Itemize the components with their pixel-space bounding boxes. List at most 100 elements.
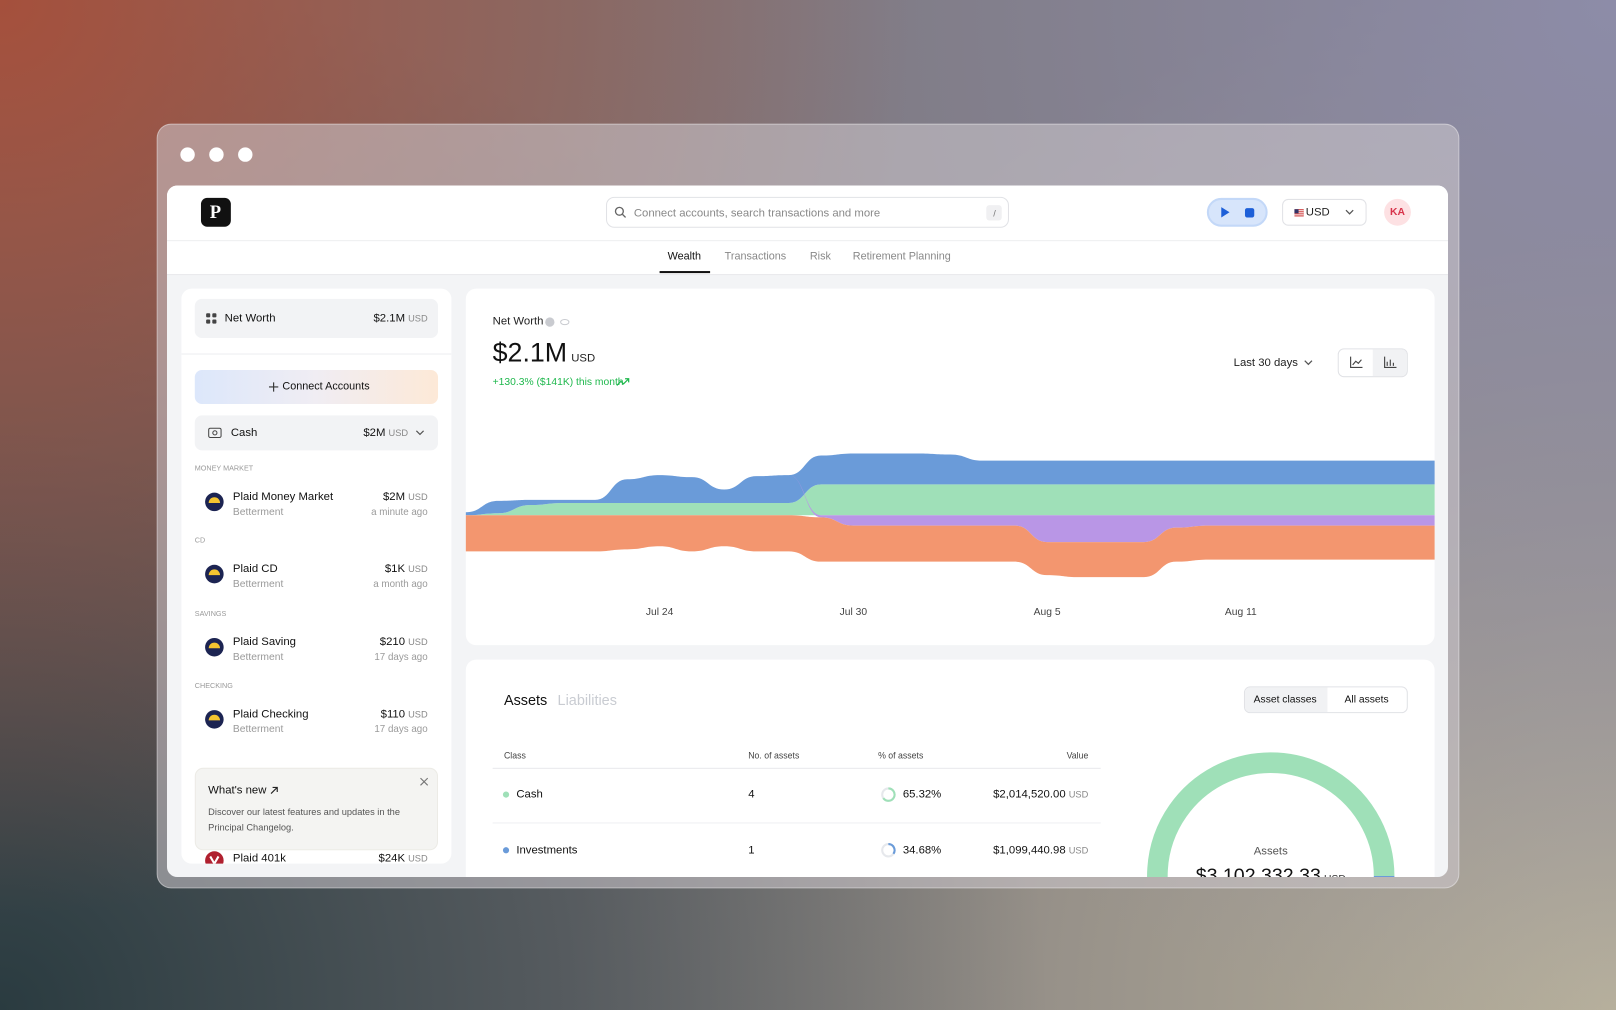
amount: $2.1M <box>492 337 568 368</box>
tab[interactable]: Wealth <box>667 250 702 263</box>
ring-value <box>882 787 896 802</box>
account-updated: a minute ago <box>371 506 428 518</box>
account-name: Plaid 401k <box>232 852 286 865</box>
view-option[interactable]: All assets <box>1344 694 1389 706</box>
area <box>465 475 1435 543</box>
cash-icon <box>208 427 222 439</box>
x-tick-label: Jul 30 <box>840 607 868 618</box>
asset-share: 65.32% <box>902 788 942 801</box>
search-icon <box>614 206 627 218</box>
tab[interactable]: Risk <box>809 250 831 263</box>
class-dot <box>502 791 510 798</box>
account-institution: Betterment <box>232 723 284 736</box>
tab-underline <box>659 271 711 274</box>
class-name[interactable]: Cash <box>516 788 543 801</box>
plus-icon <box>268 382 279 392</box>
avatar[interactable] <box>1384 198 1411 226</box>
unit: USD <box>408 636 428 647</box>
shortcut-text: / <box>993 208 996 219</box>
shortcut-key <box>986 205 1002 221</box>
asset-value: $2,014,520.00 USD <box>993 788 1088 800</box>
connect-button[interactable] <box>194 369 439 404</box>
share-ring <box>881 787 896 802</box>
cash-row[interactable] <box>194 415 439 451</box>
search-box[interactable] <box>605 196 1009 228</box>
toggle-active[interactable] <box>1244 687 1328 713</box>
account-icon <box>205 709 224 729</box>
x-tick-label: Jul 24 <box>646 607 674 618</box>
view-option[interactable]: Asset classes <box>1253 694 1317 706</box>
assets-title[interactable]: Assets <box>503 691 548 709</box>
tab[interactable]: Retirement Planning <box>852 250 951 263</box>
tab[interactable]: Transactions <box>724 250 787 263</box>
connect-label: Connect Accounts <box>282 380 370 393</box>
net-worth-value: $2.1M USD <box>493 337 596 369</box>
window-dot <box>209 147 224 162</box>
flag-icon <box>1294 209 1304 217</box>
x-tick-label: Aug 11 <box>1225 607 1257 618</box>
logo-text: P <box>209 201 222 223</box>
table-divider <box>492 767 1101 769</box>
period-select[interactable]: Last 30 days <box>1233 356 1298 369</box>
amount: $24K <box>378 852 406 865</box>
change-label: +130.3% ($141K) this month <box>492 376 624 389</box>
close-icon[interactable] <box>420 777 429 786</box>
cash-value: $2M USD <box>363 427 408 439</box>
class-name[interactable]: Investments <box>516 843 578 856</box>
play-icon[interactable] <box>1220 207 1230 218</box>
area-chart-icon[interactable] <box>1384 356 1397 368</box>
column-header: Class <box>503 750 526 761</box>
column-header: Value <box>1066 750 1089 761</box>
net-worth-row[interactable] <box>194 298 439 339</box>
unit: USD <box>408 313 428 324</box>
account-amount: $24K USD <box>378 852 428 865</box>
liabilities-title[interactable]: Liabilities <box>557 691 617 709</box>
net-worth-label: Net Worth <box>224 312 276 325</box>
account-updated: 17 days ago <box>374 651 428 663</box>
net-worth-chart: Jul 24 Jul 30 Aug 5 Aug 11 <box>465 453 1435 618</box>
unit: USD <box>1068 844 1089 855</box>
icon-mark <box>208 497 221 503</box>
whats-new-card <box>194 767 439 851</box>
account-name[interactable]: Plaid Saving <box>232 635 296 648</box>
table-divider <box>492 822 1101 824</box>
asset-share: 34.68% <box>902 843 942 856</box>
net-worth-value: $2.1M USD <box>374 312 428 324</box>
chevron <box>1304 360 1313 366</box>
class-dot <box>502 846 510 853</box>
amount: $210 <box>379 635 406 648</box>
amount: $110 <box>380 707 406 721</box>
account-institution: Betterment <box>232 578 284 591</box>
amount: $3,102,332.33 <box>1195 865 1321 888</box>
account-name[interactable]: Plaid Money Market <box>232 490 334 503</box>
area <box>465 515 1435 578</box>
unit: USD <box>408 853 428 864</box>
whats-new-title[interactable]: What's new <box>208 784 267 797</box>
header-divider <box>166 240 1449 242</box>
account-name[interactable]: Plaid Checking <box>232 707 309 721</box>
stop-icon[interactable] <box>1244 208 1255 218</box>
line-chart-icon[interactable] <box>1350 356 1363 368</box>
info-icon[interactable] <box>545 317 570 327</box>
area <box>465 484 1435 516</box>
column-header: % of assets <box>878 750 924 761</box>
account-amount: $1K USD <box>385 563 428 575</box>
donut-total: $3,102,332.33USD <box>1195 865 1346 888</box>
asset-count: 4 <box>748 788 755 801</box>
search-placeholder: Connect accounts, search transactions an… <box>633 207 881 220</box>
avatar-text: KA <box>1390 206 1405 218</box>
currency-select[interactable] <box>1282 198 1367 226</box>
icon-mark <box>208 714 221 721</box>
icon-mark <box>208 642 221 648</box>
logo[interactable] <box>200 197 231 227</box>
donut-segment <box>1200 875 1395 878</box>
account-name[interactable]: Plaid CD <box>232 563 278 576</box>
player-controls[interactable] <box>1206 197 1268 227</box>
donut-segment <box>1147 752 1395 878</box>
amount: $2.1M <box>373 312 406 325</box>
view-toggle <box>1243 686 1408 714</box>
